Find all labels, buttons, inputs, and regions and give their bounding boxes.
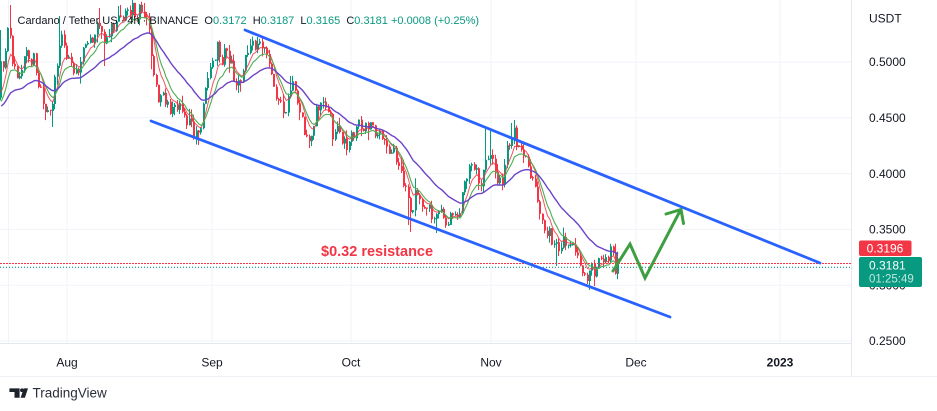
- svg-text:Sep: Sep: [201, 356, 223, 370]
- svg-text:USDT: USDT: [869, 12, 902, 26]
- svg-text:0.3181: 0.3181: [869, 259, 906, 273]
- svg-text:0.2500: 0.2500: [869, 334, 906, 348]
- svg-text:0.5000: 0.5000: [869, 55, 906, 69]
- svg-text:2023: 2023: [767, 356, 794, 370]
- svg-text:01:25:49: 01:25:49: [869, 274, 914, 286]
- svg-text:Dec: Dec: [625, 356, 646, 370]
- svg-text:0.3500: 0.3500: [869, 223, 906, 237]
- svg-text:TradingView: TradingView: [33, 386, 108, 401]
- svg-text:Cardano / Tether US · 4h · BIN: Cardano / Tether US · 4h · BINANCE O0.31…: [18, 15, 480, 27]
- svg-text:Oct: Oct: [342, 356, 361, 370]
- svg-text:0.4000: 0.4000: [869, 167, 906, 181]
- svg-text:$0.32 resistance: $0.32 resistance: [321, 244, 433, 260]
- svg-text:0.4500: 0.4500: [869, 111, 906, 125]
- svg-text:Aug: Aug: [56, 356, 77, 370]
- svg-text:0.3196: 0.3196: [867, 242, 904, 256]
- svg-text:Nov: Nov: [480, 356, 501, 370]
